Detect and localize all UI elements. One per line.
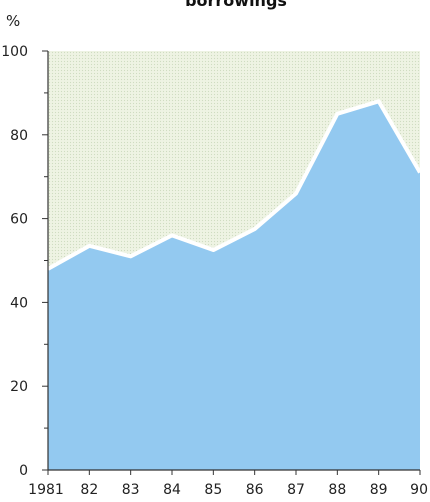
x-tick-label-87: 87 (287, 482, 305, 498)
chart-title: borrowings (185, 0, 287, 10)
x-tick-label-90: 90 (410, 482, 428, 498)
data-points (47, 101, 421, 269)
series-line (47, 99, 422, 271)
x-tick-label-89: 89 (370, 482, 388, 498)
x-tick-label-83: 83 (122, 482, 140, 498)
y-axis: 0 20 40 60 80 100 (1, 44, 49, 479)
x-axis: 1981 82 83 84 85 86 87 88 89 90 (28, 469, 428, 498)
y-tick-label-20: 20 (10, 379, 28, 395)
series-area (48, 101, 420, 470)
x-tick-label-84: 84 (163, 482, 181, 498)
y-tick-label-40: 40 (10, 295, 28, 311)
y-tick-label-100: 100 (1, 44, 28, 60)
x-tick-label-1981: 1981 (28, 482, 64, 498)
x-tick-label-82: 82 (80, 482, 98, 498)
x-tick-label-88: 88 (328, 482, 346, 498)
y-tick-label-0: 0 (19, 463, 28, 479)
y-tick-label-60: 60 (10, 212, 28, 228)
x-tick-label-85: 85 (204, 482, 222, 498)
y-axis-unit: % (6, 12, 20, 30)
y-tick-label-80: 80 (10, 128, 28, 144)
x-tick-label-86: 86 (246, 482, 264, 498)
